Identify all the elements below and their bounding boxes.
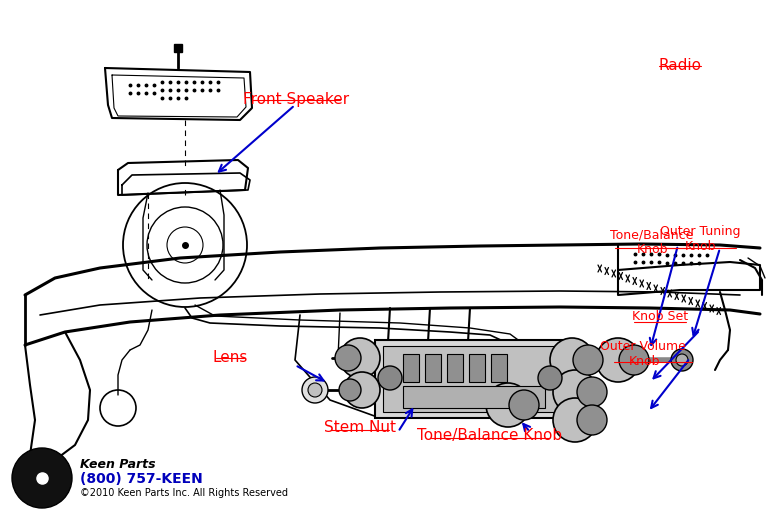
Bar: [383, 346, 557, 412]
Circle shape: [335, 345, 361, 371]
Text: Tone/Balance Knob: Tone/Balance Knob: [417, 428, 563, 443]
Circle shape: [339, 379, 361, 401]
Circle shape: [538, 366, 562, 390]
Circle shape: [577, 377, 607, 407]
Circle shape: [573, 345, 603, 375]
Text: Outer Volume 
Knob: Outer Volume Knob: [600, 340, 690, 368]
Text: Radio: Radio: [658, 58, 701, 73]
Text: Keen Parts: Keen Parts: [80, 458, 156, 471]
Bar: [375, 340, 565, 418]
Text: ©2010 Keen Parts Inc. All Rights Reserved: ©2010 Keen Parts Inc. All Rights Reserve…: [80, 488, 288, 498]
Circle shape: [596, 338, 640, 382]
Text: Front Speaker: Front Speaker: [243, 92, 349, 107]
Circle shape: [12, 448, 72, 508]
Text: Outer Tuning
Knob: Outer Tuning Knob: [660, 225, 740, 253]
Text: Tone/Balance
Knob: Tone/Balance Knob: [611, 228, 694, 256]
Circle shape: [340, 338, 380, 378]
Bar: [403, 354, 419, 382]
Circle shape: [553, 370, 597, 414]
Circle shape: [553, 398, 597, 442]
Text: Knob Set: Knob Set: [632, 310, 688, 323]
Bar: [425, 354, 441, 382]
Circle shape: [550, 338, 594, 382]
Bar: [469, 354, 485, 382]
Bar: [403, 386, 545, 408]
Circle shape: [577, 405, 607, 435]
Circle shape: [344, 372, 380, 408]
Circle shape: [676, 354, 688, 366]
Text: Lens: Lens: [213, 350, 248, 365]
Text: (800) 757-KEEN: (800) 757-KEEN: [80, 472, 203, 486]
Bar: [447, 354, 463, 382]
Bar: [491, 354, 507, 382]
Circle shape: [509, 390, 539, 420]
Circle shape: [486, 383, 530, 427]
Circle shape: [308, 383, 322, 397]
Circle shape: [378, 366, 402, 390]
Text: Stem Nut: Stem Nut: [324, 420, 396, 435]
Circle shape: [302, 377, 328, 403]
Circle shape: [671, 349, 693, 371]
Circle shape: [619, 345, 649, 375]
